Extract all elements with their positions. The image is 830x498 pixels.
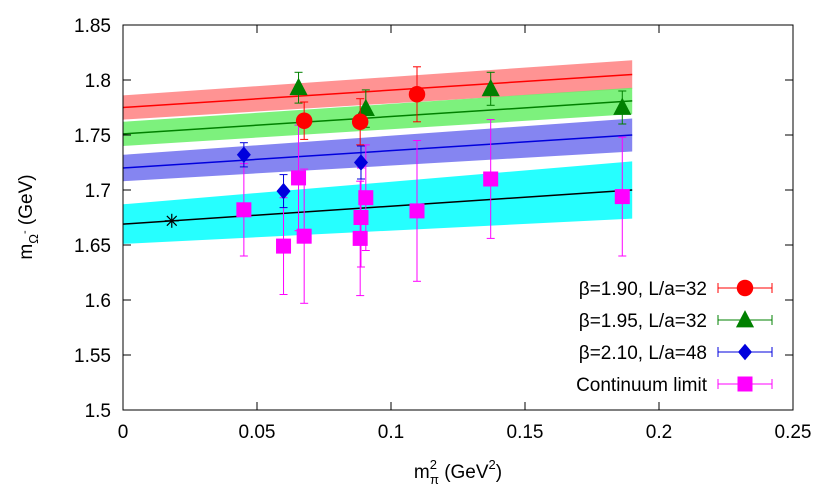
data-point-triangle (289, 77, 308, 96)
data-point-circle (351, 113, 369, 131)
y-tick-label: 1.85 (74, 16, 111, 37)
data-point-square (614, 189, 630, 205)
x-tick-label: 0 (118, 422, 129, 443)
x-tick-label: 0.2 (646, 422, 672, 443)
data-point-triangle (613, 97, 632, 115)
data-point-circle (408, 86, 426, 103)
fit-band-3 (123, 161, 633, 244)
x-tick-label: 0.15 (507, 422, 544, 443)
y-tick-label: 1.8 (85, 71, 111, 92)
fit-lines (122, 73, 633, 225)
y-tick-label: 1.5 (85, 401, 111, 422)
legend-item: β=1.90, L/a=32 (579, 279, 773, 300)
data-point-square (236, 202, 252, 218)
fit-line-3 (122, 189, 633, 225)
data-point-triangle (356, 98, 375, 117)
legend-marker-circle (736, 279, 754, 297)
legend: β=1.90, L/a=32 β=1.95, L/a=32 β=2.10, L/a=… (576, 279, 773, 396)
data-point-triangle (481, 78, 500, 97)
data-point-square (276, 238, 292, 254)
y-tick-label: 1.7 (85, 181, 111, 202)
legend-label: β=1.90, L/a=32 (579, 279, 707, 300)
fit-line-1 (122, 100, 633, 135)
data-point-diamond (236, 146, 251, 164)
physical-point-asterisk (164, 213, 179, 228)
legend-label: β=2.10, L/a=48 (579, 343, 707, 364)
data-points (164, 66, 632, 304)
legend-item: Continuum limit (576, 375, 773, 396)
data-point-square (352, 230, 368, 246)
y-tick-label: 1.55 (74, 346, 111, 367)
fit-line-2 (122, 134, 633, 169)
y-tick-label: 1.65 (74, 236, 111, 257)
fit-band-0 (123, 60, 633, 120)
data-point-square (291, 170, 307, 186)
data-point-square (296, 228, 312, 244)
x-axis-label: m2 π (GeV2) (414, 457, 502, 487)
legend-marker-square (737, 376, 753, 392)
plot-frame (122, 24, 794, 411)
data-point-square (353, 210, 369, 225)
data-point-diamond (276, 182, 291, 200)
data-point-square (409, 203, 425, 219)
x-tick-label: 0.05 (239, 422, 276, 443)
data-point-square (483, 171, 499, 187)
x-tick-label: 0.25 (775, 422, 812, 443)
data-point-circle (295, 112, 313, 129)
legend-marker-diamond (737, 343, 753, 361)
legend-label: β=1.95, L/a=32 (579, 311, 707, 332)
y-tick-label: 1.6 (85, 291, 111, 312)
legend-item: β=1.95, L/a=32 (579, 310, 773, 332)
y-axis-ticks: 1.5 1.55 1.6 1.65 1.7 1.75 1.8 1.85 (74, 16, 793, 422)
asterisk-stroke (166, 215, 178, 227)
data-point-square (358, 190, 374, 206)
legend-label: Continuum limit (576, 375, 708, 396)
y-tick-label: 1.75 (74, 126, 111, 147)
y-axis-label: mΩ- (GeV) (16, 174, 41, 259)
legend-item: β=2.10, L/a=48 (579, 343, 773, 364)
fit-band-2 (123, 118, 633, 182)
legend-marker-triangle (735, 310, 755, 328)
data-point-diamond (353, 154, 368, 171)
x-axis-ticks: 0 0.05 0.1 0.15 0.2 0.25 (118, 25, 812, 443)
x-tick-label: 0.1 (378, 422, 404, 443)
fit-line-0 (122, 73, 633, 109)
